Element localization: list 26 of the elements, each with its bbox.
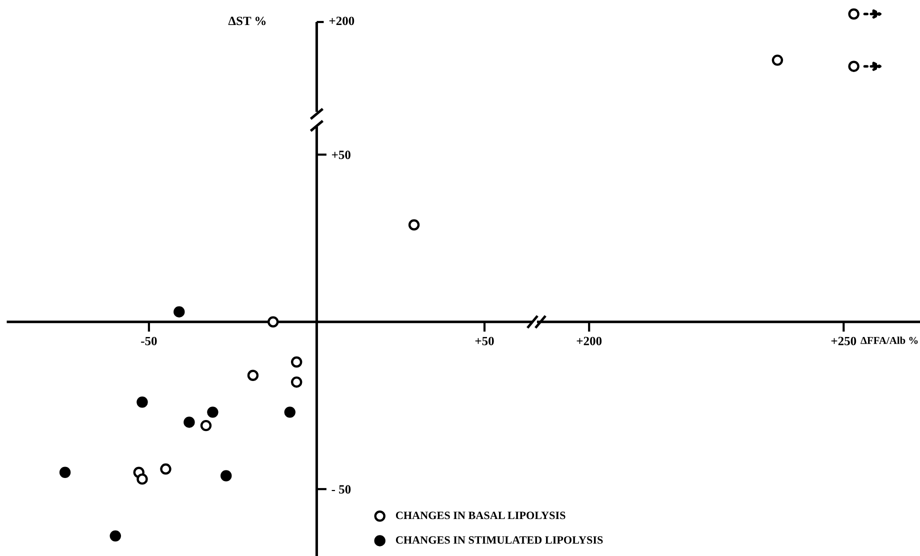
point xyxy=(174,306,185,318)
point xyxy=(284,406,296,418)
x-tick-label: +50 xyxy=(475,336,494,346)
point xyxy=(207,406,218,418)
legend-label: CHANGES IN BASAL LIPOLYSIS xyxy=(396,512,566,520)
x-axis-title: ΔFFA/Alb % xyxy=(860,336,918,344)
text: +200 xyxy=(329,16,354,26)
point xyxy=(136,396,148,408)
legend-label: CHANGES IN STIMULATED LIPOLYSIS xyxy=(396,536,603,544)
point xyxy=(247,370,259,381)
point xyxy=(184,416,195,428)
point xyxy=(267,316,279,328)
point xyxy=(200,420,212,432)
point xyxy=(59,466,71,478)
point xyxy=(408,219,420,230)
x-tick-label: -50 xyxy=(141,336,157,346)
y-axis-title: ΔST % xyxy=(228,16,266,26)
point xyxy=(290,376,302,388)
x-tick-label: +250 xyxy=(831,336,856,346)
point xyxy=(290,356,302,368)
x-tick-label: +200 xyxy=(576,336,602,346)
y-tick-label: - 50 xyxy=(332,485,351,494)
point xyxy=(220,470,232,482)
point xyxy=(110,530,121,542)
point xyxy=(136,473,148,485)
point xyxy=(160,463,172,475)
